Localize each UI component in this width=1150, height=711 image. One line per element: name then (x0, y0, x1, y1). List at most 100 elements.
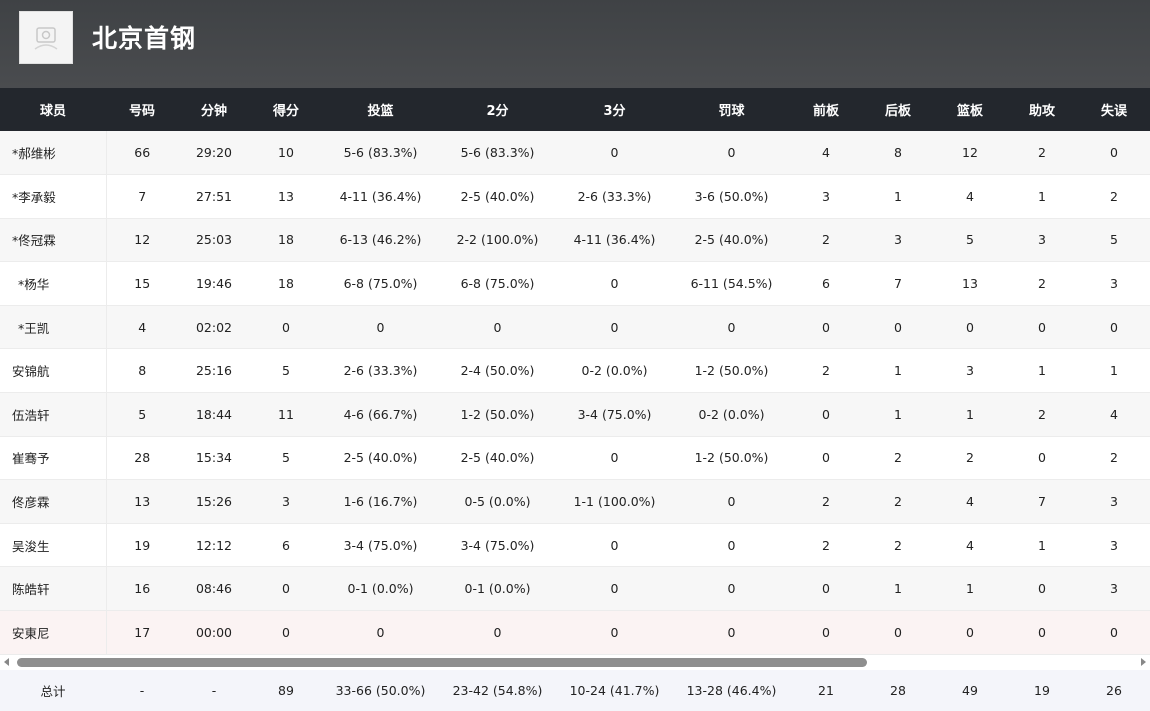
stat-cell: 5-6 (83.3%) (439, 131, 556, 176)
stat-cell: 4 (790, 131, 862, 176)
team-logo-icon (34, 26, 58, 50)
stat-cell: 27:51 (178, 174, 250, 219)
totals-cell: - (139, 683, 145, 698)
table-row: *佟冠霖 12 25:03 18 6-13 (46.2%) 2-2 (100.0%) 4-1… (0, 218, 1150, 263)
stat-cell: 2-6 (33.3%) (322, 348, 439, 394)
totals-label: 总计 (40, 684, 66, 699)
stat-cell: 1-6 (16.7%) (322, 479, 439, 524)
stat-cell: 4 (106, 305, 178, 350)
stat-cell: 2 (790, 523, 862, 568)
stat-cell: 3 (1078, 261, 1150, 306)
stat-cell: 6-8 (75.0%) (439, 261, 556, 306)
stat-cell: 1 (862, 348, 934, 394)
stat-cell: 0 (556, 305, 673, 350)
team-header: 北京首钢 (0, 0, 1150, 88)
stat-cell: 3 (1078, 566, 1150, 612)
stat-cell: 3 (790, 174, 862, 219)
stat-cell: 1-2 (50.0%) (439, 392, 556, 437)
stat-cell: 5 (934, 218, 1006, 263)
table-row: *王凯 4 02:02 0 0 0 0 0 0 0 0 0 0 (0, 305, 1150, 350)
stat-cell: 6-8 (75.0%) (322, 261, 439, 306)
stat-cell: 0 (673, 610, 790, 655)
stat-cell: 3-4 (75.0%) (439, 523, 556, 568)
stat-cell: 0 (790, 566, 862, 612)
player-name: *杨华 (0, 261, 107, 306)
stat-cell: 2 (790, 218, 862, 263)
column-header: 号码 (106, 88, 178, 131)
stat-cell: 0 (934, 305, 1006, 350)
stat-cell: 1-1 (100.0%) (556, 479, 673, 524)
stat-cell: 13 (250, 174, 322, 219)
table-row: *郝维彬 66 29:20 10 5-6 (83.3%) 5-6 (83.3%) 0 0 4 8 1… (0, 131, 1150, 176)
stat-cell: 0 (1006, 305, 1078, 350)
totals-row: 总计 - - 89 33-66 (50.0%) 23-42 (54.8%) 10-24 (4… (0, 670, 1150, 711)
totals-cell: - (211, 683, 217, 698)
stat-cell: 12 (106, 218, 178, 263)
totals-cell: 13-28 (46.4%) (686, 683, 777, 698)
stat-cell: 0 (673, 566, 790, 612)
column-header: 助攻 (1006, 88, 1078, 131)
stat-cell: 15:34 (178, 436, 250, 481)
stat-cell: 0 (1078, 305, 1150, 350)
stat-cell: 5 (250, 348, 322, 394)
stat-cell: 3-4 (75.0%) (322, 523, 439, 568)
table-row: 伍浩轩 5 18:44 11 4-6 (66.7%) 1-2 (50.0%) 3-4 (75… (0, 392, 1150, 437)
scrollbar-thumb[interactable] (17, 658, 867, 667)
column-header: 3分 (556, 88, 673, 131)
stat-cell: 2-5 (40.0%) (439, 436, 556, 481)
stat-cell: 2 (1078, 436, 1150, 481)
player-name: 崔骞予 (0, 436, 107, 481)
stat-cell: 29:20 (178, 131, 250, 176)
stat-cell: 0 (1078, 610, 1150, 655)
column-header: 投篮 (322, 88, 439, 131)
stat-cell: 18 (250, 261, 322, 306)
stat-cell: 02:02 (178, 305, 250, 350)
player-name: *王凯 (0, 305, 107, 350)
table-header-row: 球员 号码 分钟 得分 投篮 2分 3分 罚球 前板 后板 篮板 助攻 失误 (0, 88, 1150, 131)
column-header: 球员 (0, 88, 106, 131)
stat-cell: 1 (934, 566, 1006, 612)
stat-cell: 2-2 (100.0%) (439, 218, 556, 263)
stat-cell: 0 (556, 523, 673, 568)
stat-cell: 2-5 (40.0%) (322, 436, 439, 481)
stat-cell: 4 (934, 174, 1006, 219)
stat-cell: 13 (106, 479, 178, 524)
stat-cell: 0 (790, 436, 862, 481)
stat-cell: 2 (862, 479, 934, 524)
totals-cell: 21 (818, 683, 834, 698)
totals-cell: 49 (962, 683, 978, 698)
horizontal-scrollbar[interactable] (0, 655, 1150, 670)
column-header: 2分 (439, 88, 556, 131)
stat-cell: 0 (439, 305, 556, 350)
player-name: 佟彦霖 (0, 479, 107, 524)
stat-cell: 0 (673, 523, 790, 568)
stat-cell: 0 (322, 305, 439, 350)
stat-cell: 0-2 (0.0%) (556, 348, 673, 394)
stat-cell: 15:26 (178, 479, 250, 524)
stat-cell: 3-6 (50.0%) (673, 174, 790, 219)
stat-cell: 0 (790, 392, 862, 437)
stat-cell: 15 (106, 261, 178, 306)
stat-cell: 19:46 (178, 261, 250, 306)
stat-cell: 0 (790, 610, 862, 655)
stat-cell: 0 (673, 479, 790, 524)
stat-cell: 0 (250, 610, 322, 655)
scroll-right-arrow-icon[interactable] (1141, 658, 1146, 666)
scroll-left-arrow-icon[interactable] (4, 658, 9, 666)
stat-cell: 3 (1006, 218, 1078, 263)
column-header: 后板 (862, 88, 934, 131)
totals-cell: 33-66 (50.0%) (335, 683, 426, 698)
column-header: 得分 (250, 88, 322, 131)
stat-cell: 0 (1006, 566, 1078, 612)
stat-cell: 0 (556, 261, 673, 306)
totals-table: 总计 - - 89 33-66 (50.0%) 23-42 (54.8%) 10-24 (4… (0, 670, 1150, 711)
stat-cell: 7 (862, 261, 934, 306)
stat-cell: 08:46 (178, 566, 250, 612)
stat-cell: 1 (1006, 523, 1078, 568)
stat-cell: 0-1 (0.0%) (439, 566, 556, 612)
table-row: 吴浚生 19 12:12 6 3-4 (75.0%) 3-4 (75.0%) 0 0 2 2 4 1 3 (0, 523, 1150, 568)
stat-cell: 4-11 (36.4%) (556, 218, 673, 263)
column-header: 分钟 (178, 88, 250, 131)
stat-cell: 1 (1006, 174, 1078, 219)
stat-cell: 0 (250, 305, 322, 350)
